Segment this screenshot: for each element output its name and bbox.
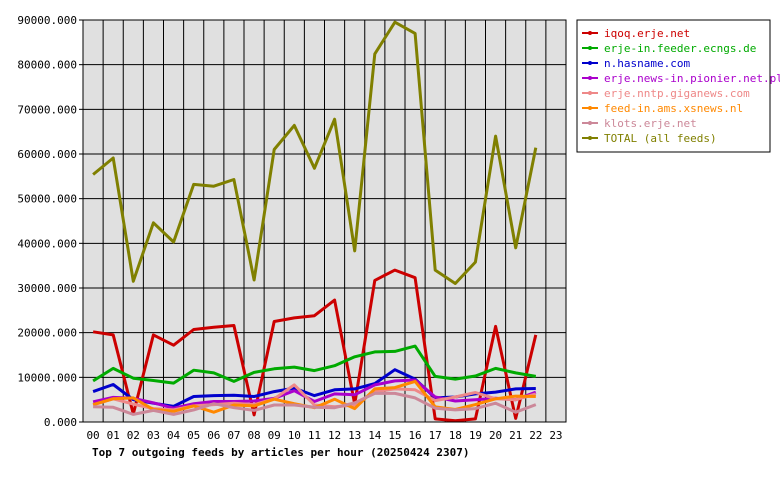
- y-tick-label: 50000.000: [17, 193, 77, 206]
- x-tick-label: 17: [429, 429, 442, 442]
- x-tick-label: 18: [449, 429, 462, 442]
- x-axis-ticks: 00 01 02 03 04 05 06 07 08 09 10 11 12 13 14 15 16 17 18 19…: [86, 429, 562, 442]
- x-tick-label: 13: [348, 429, 361, 442]
- grid: [83, 20, 566, 422]
- legend-label: n.hasname.com: [604, 57, 690, 70]
- legend-marker: [588, 61, 592, 65]
- legend-box: [576, 19, 771, 153]
- x-tick-label: 07: [227, 429, 240, 442]
- y-tick-label: 40000.000: [17, 237, 77, 250]
- y-tick-label: 0.000: [44, 416, 77, 429]
- y-tick-label: 60000.000: [17, 148, 77, 161]
- x-tick-label: 12: [328, 429, 341, 442]
- x-tick-label: 23: [549, 429, 562, 442]
- y-tick-label: 80000.000: [17, 59, 77, 72]
- x-tick-label: 22: [529, 429, 542, 442]
- legend-label: erje.news-in.pionier.net.pl: [604, 72, 780, 85]
- series-lines: [92, 20, 538, 423]
- y-tick-label: 90000.000: [17, 14, 77, 27]
- legend-marker: [588, 76, 592, 80]
- legend-marker: [588, 121, 592, 125]
- x-tick-label: 11: [308, 429, 321, 442]
- plot-frame: [82, 19, 567, 423]
- x-tick-label: 02: [127, 429, 140, 442]
- x-tick-label: 21: [509, 429, 522, 442]
- legend-label: erje-in.feeder.ecngs.de: [604, 42, 756, 55]
- y-tick-label: 10000.000: [17, 371, 77, 384]
- x-tick-label: 08: [247, 429, 260, 442]
- legend-label: klots.erje.net: [604, 117, 697, 130]
- legend-marker: [588, 91, 592, 95]
- legend-label: iqoq.erje.net: [604, 27, 690, 40]
- x-tick-label: 19: [469, 429, 482, 442]
- y-tick-label: 70000.000: [17, 103, 77, 116]
- x-tick-label: 00: [86, 429, 99, 442]
- legend-marker: [588, 31, 592, 35]
- x-tick-label: 04: [167, 429, 181, 442]
- x-tick-label: 06: [207, 429, 220, 442]
- legend-label: TOTAL (all feeds): [604, 132, 717, 145]
- legend-label: feed-in.ams.xsnews.nl: [604, 102, 743, 115]
- x-tick-label: 05: [187, 429, 200, 442]
- y-tick-label: 20000.000: [17, 327, 77, 340]
- x-tick-label: 16: [408, 429, 421, 442]
- legend-marker: [588, 46, 592, 50]
- chart-title: Top 7 outgoing feeds by articles per hou…: [92, 446, 470, 459]
- x-tick-label: 15: [388, 429, 401, 442]
- legend-marker: [588, 106, 592, 110]
- legend-label: erje.nntp.giganews.com: [604, 87, 750, 100]
- x-tick-label: 20: [489, 429, 502, 442]
- x-tick-label: 01: [107, 429, 120, 442]
- x-tick-label: 14: [368, 429, 382, 442]
- y-axis-ticks: 0.000 10000.000 20000.000 30000.000 40000.00…: [17, 14, 83, 429]
- x-tick-label: 10: [288, 429, 301, 442]
- legend-marker: [588, 136, 592, 140]
- x-tick-label: 03: [147, 429, 160, 442]
- y-tick-label: 30000.000: [17, 282, 77, 295]
- legend: iqoq.erje.net erje-in.feeder.ecngs.de n.ha…: [582, 27, 780, 145]
- x-tick-label: 09: [268, 429, 281, 442]
